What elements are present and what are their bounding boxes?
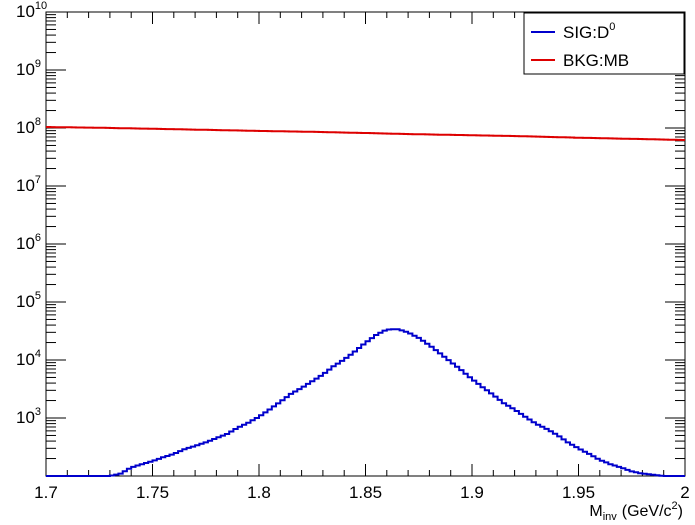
series-line-bkg: [46, 126, 685, 141]
y-tick-label-exp: 7: [35, 174, 41, 186]
y-tick-label-exp: 5: [35, 290, 41, 302]
legend-label-sig-main: SIG:D: [563, 23, 609, 42]
x-tick-label: 1.8: [247, 483, 271, 502]
y-tick-label-base: 10: [16, 60, 35, 79]
y-tick-label-base: 10: [16, 2, 35, 21]
x-axis-title: Minv (GeV/c2): [589, 500, 683, 523]
y-tick-label-exp: 10: [35, 0, 47, 12]
x-axis-title-main: M: [589, 503, 602, 520]
y-tick-label-base: 10: [16, 118, 35, 137]
y-tick-label-exp: 4: [35, 348, 41, 360]
x-axis-title-unit: (GeV/c: [622, 503, 672, 520]
plot-frame: [45, 11, 686, 477]
x-tick-label: 1.85: [349, 483, 382, 502]
y-tick-label-exp: 9: [35, 58, 41, 70]
legend: SIG:D0 BKG:MB: [523, 12, 685, 75]
x-axis-title-sub: inv: [603, 511, 618, 523]
y-tick-label: 1010: [16, 0, 47, 21]
legend-box: [523, 12, 685, 75]
x-tick-label: 1.9: [460, 483, 484, 502]
x-axis-title-unit-close: ): [678, 503, 683, 520]
y-tick-label-base: 10: [16, 234, 35, 253]
y-tick-label-exp: 3: [35, 406, 41, 418]
y-tick-label-exp: 6: [35, 232, 41, 244]
legend-label-bkg: BKG:MB: [563, 51, 629, 70]
x-tick-label: 1.95: [562, 483, 595, 502]
x-tick-label: 1.7: [34, 483, 58, 502]
series-line-sig: [46, 328, 685, 477]
legend-label-sig-sup: 0: [609, 21, 615, 33]
y-tick-label: 109: [16, 58, 41, 79]
y-tick-label: 103: [16, 406, 41, 427]
x-axis-title-unit-exp: 2: [672, 500, 678, 512]
x-tick-label: 2: [680, 483, 689, 502]
y-tick-label: 107: [16, 174, 41, 195]
x-axis-ticks: 1.7 1.75 1.8 1.85 1.9 1.95 2: [34, 12, 690, 502]
series-layer: [46, 126, 685, 477]
y-tick-label-exp: 8: [35, 116, 41, 128]
x-tick-label: 1.75: [136, 483, 169, 502]
y-tick-label-base: 10: [16, 408, 35, 427]
y-tick-label: 105: [16, 290, 41, 311]
y-tick-label-base: 10: [16, 350, 35, 369]
legend-label-sig: SIG:D0: [563, 21, 615, 42]
y-tick-label: 108: [16, 116, 41, 137]
y-tick-label-base: 10: [16, 292, 35, 311]
y-tick-label: 106: [16, 232, 41, 253]
y-tick-label: 104: [16, 348, 41, 369]
y-tick-label-base: 10: [16, 176, 35, 195]
